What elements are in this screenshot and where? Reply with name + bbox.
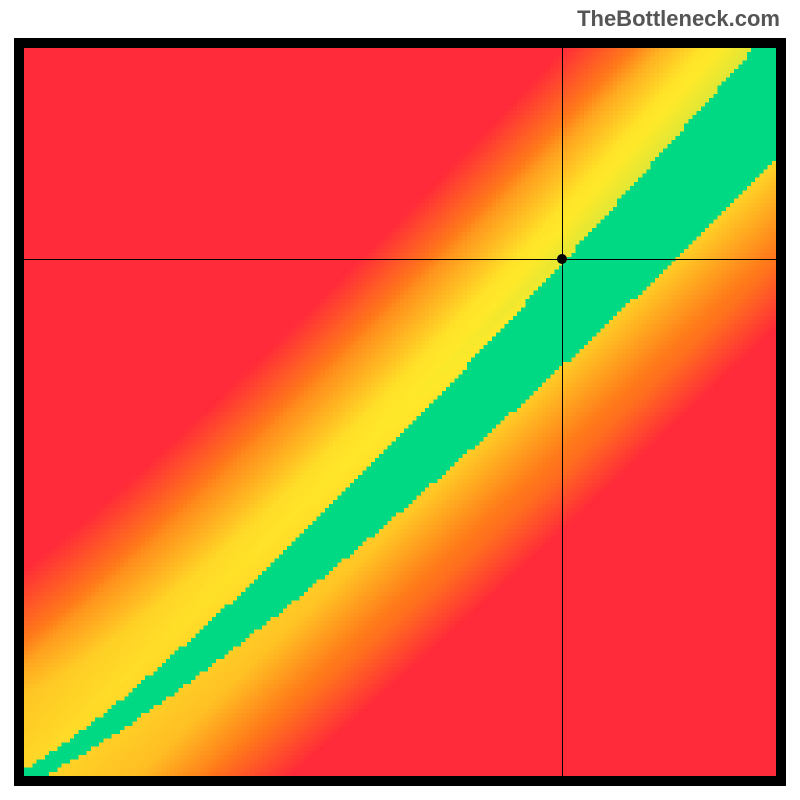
crosshair-vertical bbox=[562, 48, 563, 776]
heatmap-canvas bbox=[24, 48, 776, 776]
plot-inner bbox=[24, 48, 776, 776]
figure-container: TheBottleneck.com bbox=[0, 0, 800, 800]
plot-outer-frame bbox=[14, 38, 786, 786]
marker-dot bbox=[557, 254, 567, 264]
watermark-text: TheBottleneck.com bbox=[577, 6, 780, 32]
crosshair-horizontal bbox=[24, 259, 776, 260]
